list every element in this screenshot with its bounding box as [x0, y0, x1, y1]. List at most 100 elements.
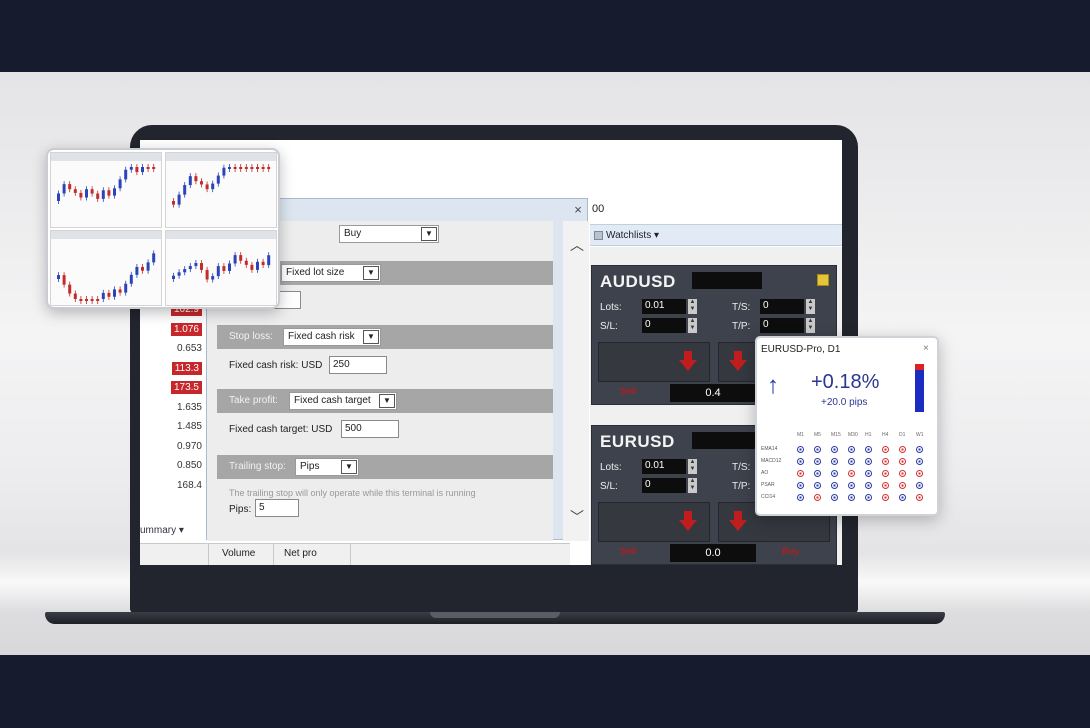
mini-chart[interactable]: [165, 152, 277, 228]
candle-body: [146, 167, 150, 169]
ts-stepper-icon[interactable]: ▲ ▼: [806, 299, 815, 314]
candle-body: [135, 167, 139, 173]
arrow-down-icon: [679, 351, 697, 371]
indicator-title: EURUSD-Pro, D1: [761, 344, 841, 355]
candle-body: [152, 167, 156, 169]
candle-body: [172, 275, 175, 279]
candle-body: [233, 255, 237, 264]
ts-input[interactable]: 0: [760, 299, 804, 314]
candle-body: [244, 260, 248, 265]
price-cell: 113.3: [140, 359, 206, 379]
lots-input[interactable]: 0.01: [642, 299, 686, 314]
watchlists-menu[interactable]: Watchlists ▾: [606, 230, 659, 241]
buy-label: Buy: [782, 546, 800, 556]
summary-dropdown[interactable]: ummary ▾: [140, 525, 184, 536]
candle-body: [233, 167, 237, 169]
watchlists-toolbar: Watchlists ▾: [590, 224, 842, 246]
tp-stepper-icon[interactable]: ▲ ▼: [806, 318, 815, 333]
candle-body: [205, 269, 209, 280]
sell-button[interactable]: [598, 502, 710, 542]
candle-body: [129, 274, 133, 284]
trailing-stop-mode-select[interactable]: Pips ▼: [295, 458, 359, 476]
candle-body: [194, 263, 198, 267]
price-cell: 1.076: [140, 320, 206, 340]
candle-body: [101, 292, 105, 299]
candle-body: [244, 167, 248, 169]
trailing-stop-mode-value: Pips: [300, 461, 320, 472]
candle-body: [267, 167, 271, 169]
arrow-down-icon: [729, 351, 747, 371]
change-percent: +0.18%: [811, 371, 880, 393]
scroll-up-icon[interactable]: ︿: [570, 237, 584, 253]
fixed-cash-risk-input[interactable]: 250: [329, 356, 387, 374]
tile-options-icon[interactable]: [817, 274, 829, 286]
signal-up-dot: [814, 458, 821, 465]
direction-select[interactable]: Buy ▼: [339, 225, 439, 243]
candle-body: [261, 167, 265, 169]
candle-body: [183, 269, 187, 273]
right-panel-title: 00: [592, 203, 605, 215]
tp-input[interactable]: 0: [760, 318, 804, 333]
signal-up-dot: [814, 470, 821, 477]
stop-loss-label: Stop loss:: [229, 331, 273, 342]
mini-chart[interactable]: [165, 230, 277, 306]
sl-label: S/L:: [600, 321, 618, 332]
tile-symbol: EURUSD: [600, 432, 675, 451]
column-separator: [273, 544, 274, 565]
sl-stepper-icon[interactable]: ▲ ▼: [688, 478, 697, 493]
candle-body: [118, 289, 122, 293]
signal-up-dot: [865, 494, 872, 501]
candle-body: [79, 192, 83, 198]
dialog-close-icon[interactable]: ×: [574, 202, 582, 217]
candle-body: [261, 261, 265, 266]
stop-loss-mode-select[interactable]: Fixed cash risk ▼: [283, 328, 381, 346]
fixed-cash-target-input[interactable]: 500: [341, 420, 399, 438]
candle-body: [256, 261, 259, 270]
column-net-profit[interactable]: Net pro: [284, 548, 317, 559]
sl-stepper-icon[interactable]: ▲ ▼: [688, 318, 697, 333]
lots-stepper-icon[interactable]: ▲ ▼: [688, 299, 697, 314]
arrow-up-icon: ↑: [767, 372, 779, 399]
candle-body: [200, 263, 203, 270]
signal-up-dot: [916, 482, 923, 489]
candle-body: [216, 175, 220, 184]
mini-chart[interactable]: [50, 230, 162, 306]
timeframe-header: M30: [848, 432, 858, 438]
column-volume[interactable]: Volume: [222, 548, 256, 559]
candle-body: [107, 190, 111, 196]
sell-button[interactable]: [598, 342, 710, 382]
close-icon[interactable]: ×: [923, 343, 929, 354]
sl-input[interactable]: 0: [642, 318, 686, 333]
price-cell: 0.653: [140, 339, 206, 359]
signal-up-dot: [831, 494, 838, 501]
strength-bar: [915, 364, 924, 412]
lots-input[interactable]: 0.01: [642, 459, 686, 474]
signal-up-dot: [916, 458, 923, 465]
candle-body: [152, 253, 156, 263]
lot-mode-select[interactable]: Fixed lot size ▼: [281, 264, 381, 282]
candle-body: [73, 189, 77, 193]
mini-chart[interactable]: [50, 152, 162, 228]
signal-up-dot: [814, 446, 821, 453]
candle-body: [79, 299, 83, 301]
signal-up-dot: [797, 494, 804, 501]
sl-input[interactable]: 0: [642, 478, 686, 493]
candles-icon: [172, 252, 271, 283]
fixed-cash-target-label: Fixed cash target: USD: [229, 424, 333, 435]
candle-body: [96, 299, 100, 301]
take-profit-mode-select[interactable]: Fixed cash target ▼: [289, 392, 397, 410]
signal-down-dot: [882, 446, 889, 453]
signal-down-dot: [882, 470, 889, 477]
lots-stepper-icon[interactable]: ▲ ▼: [688, 459, 697, 474]
signal-down-dot: [899, 470, 906, 477]
laptop-notch: [430, 612, 560, 618]
tp-label: T/P:: [732, 481, 751, 492]
dialog-scrollbar[interactable]: ︿ ﹀: [563, 221, 589, 541]
lots-label: Lots:: [600, 462, 622, 473]
scroll-down-icon[interactable]: ﹀: [570, 509, 584, 525]
candle-body: [222, 167, 226, 176]
mini-chart-header: [166, 153, 276, 161]
candle-body: [62, 275, 66, 285]
pips-input[interactable]: 5: [255, 499, 299, 517]
candle-body: [141, 167, 144, 173]
